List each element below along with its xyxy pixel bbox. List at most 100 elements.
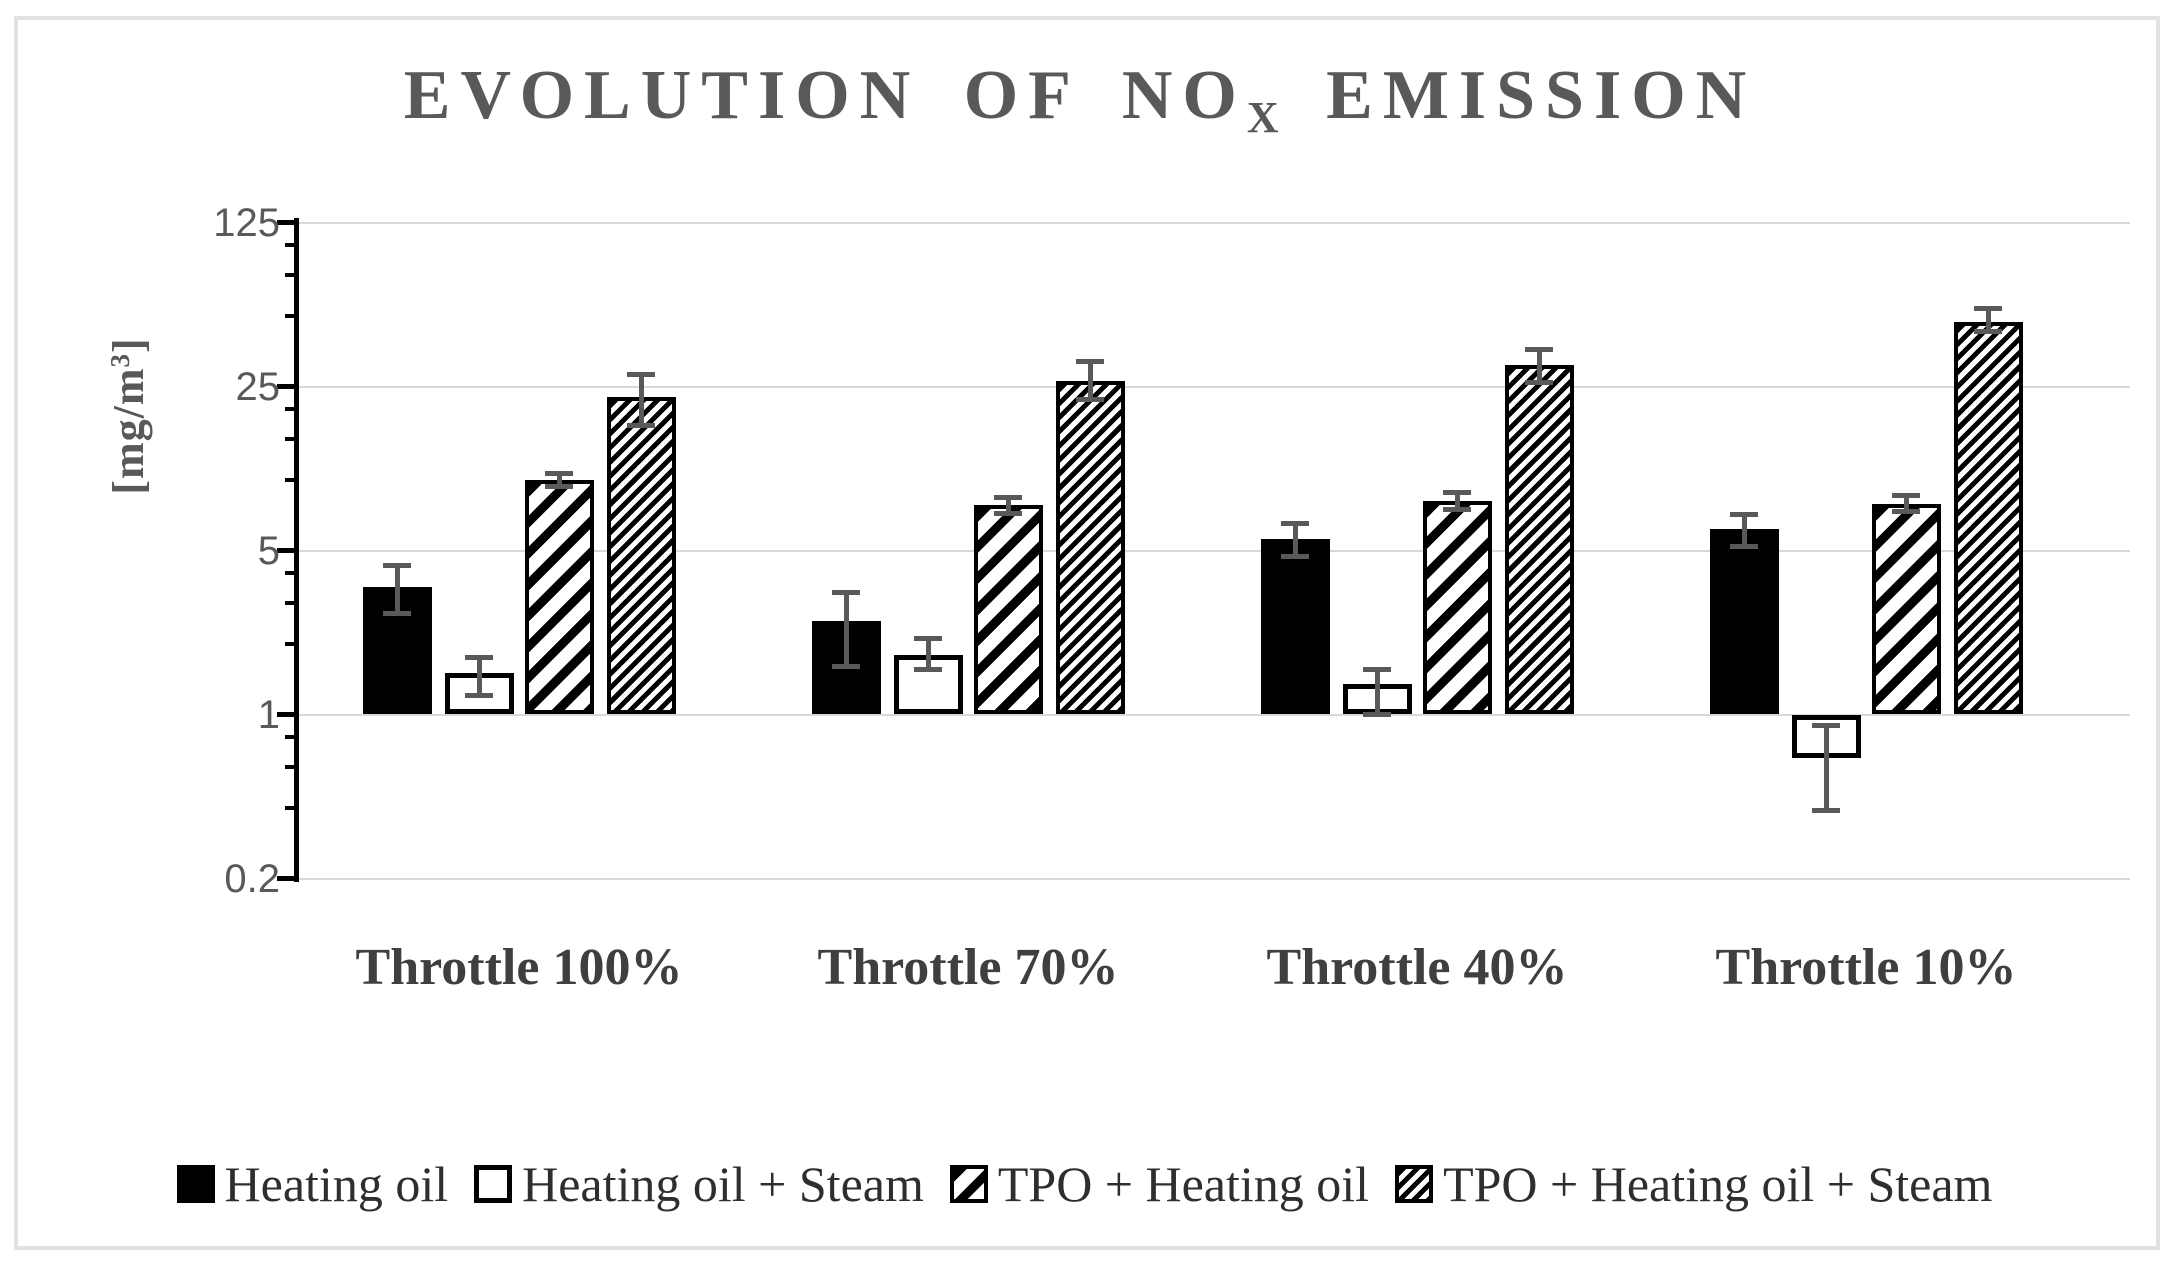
error-bar-cap-bottom — [1974, 328, 2002, 334]
bar-heating-oil-throttle-10 — [1709, 528, 1779, 715]
error-bar-cap-bottom — [914, 667, 942, 673]
error-bar-cap-top — [1525, 346, 1553, 352]
error-bar-tpo-heating-oil-steam-throttle-70 — [1087, 361, 1093, 400]
x-category-label-throttle-70: Throttle 70% — [817, 939, 1119, 996]
error-bar-cap-top — [914, 636, 942, 642]
error-bar-cap-bottom — [832, 664, 860, 670]
chart-title-subscript: X — [1246, 93, 1283, 142]
error-bar-cap-top — [627, 372, 655, 378]
error-bar-cap-bottom — [1892, 509, 1920, 515]
chart-title-main: EVOLUTION OF NO — [403, 57, 1247, 134]
bar-tpo-heating-oil-steam-throttle-100 — [606, 397, 676, 715]
bar-heating-oil-throttle-40 — [1260, 538, 1330, 715]
legend-label: TPO + Heating oil + Steam — [1443, 1156, 1993, 1212]
y-tick-label: 0.2 — [224, 856, 280, 901]
error-bar-cap-bottom — [1281, 554, 1309, 560]
bar-tpo-heating-oil-throttle-70 — [973, 505, 1043, 715]
y-minor-tick — [285, 436, 299, 441]
y-minor-tick — [285, 600, 299, 605]
error-bar-cap-top — [1892, 492, 1920, 498]
y-minor-tick — [285, 805, 299, 810]
legend-item-tpo-heating-oil: TPO + Heating oil — [949, 1155, 1370, 1213]
error-bar-heating-oil-throttle-100 — [394, 565, 400, 614]
bar-tpo-heating-oil-throttle-40 — [1422, 501, 1492, 715]
x-category-label-throttle-10: Throttle 10% — [1715, 939, 2017, 996]
error-bar-heating-oil-throttle-10 — [1741, 514, 1747, 547]
error-bar-cap-bottom — [545, 483, 573, 489]
error-bar-cap-bottom — [1076, 397, 1104, 403]
y-minor-tick — [285, 764, 299, 769]
error-bar-cap-top — [545, 471, 573, 477]
chart-title-tail: EMISSION — [1282, 57, 1757, 134]
error-bar-tpo-heating-oil-throttle-40 — [1454, 492, 1460, 510]
y-gridline — [297, 877, 2130, 880]
legend-item-heating-oil-steam: Heating oil + Steam — [474, 1155, 924, 1213]
bar-tpo-heating-oil-throttle-100 — [524, 479, 594, 715]
error-bar-cap-top — [1443, 490, 1471, 496]
error-bar-cap-bottom — [465, 693, 493, 699]
error-bar-cap-bottom — [627, 423, 655, 429]
error-bar-cap-top — [1281, 521, 1309, 527]
error-bar-cap-top — [1076, 358, 1104, 364]
y-gridline — [297, 221, 2130, 224]
error-bar-tpo-heating-oil-throttle-70 — [1005, 497, 1011, 514]
y-minor-tick — [285, 641, 299, 646]
x-category-label-throttle-40: Throttle 40% — [1266, 939, 1568, 996]
y-minor-tick — [285, 477, 299, 482]
y-major-tick — [277, 384, 299, 389]
error-bar-cap-top — [1363, 667, 1391, 673]
error-bar-heating-oil-steam-throttle-10 — [1823, 725, 1829, 811]
y-major-tick — [277, 712, 299, 717]
y-tick-label: 125 — [213, 200, 280, 245]
error-bar-heating-oil-steam-throttle-70 — [925, 638, 931, 670]
y-axis-line — [294, 218, 299, 882]
error-bar-tpo-heating-oil-steam-throttle-100 — [638, 374, 644, 426]
bar-tpo-heating-oil-steam-throttle-40 — [1504, 364, 1574, 715]
error-bar-cap-bottom — [1812, 807, 1840, 813]
chart-legend: Heating oil Heating oil + Steam TPO + Heat… — [20, 1148, 2149, 1220]
legend-label: Heating oil — [224, 1156, 449, 1212]
error-bar-cap-bottom — [1363, 712, 1391, 717]
error-bar-cap-bottom — [1730, 544, 1758, 549]
y-minor-tick — [285, 735, 299, 740]
error-bar-cap-top — [1730, 512, 1758, 518]
y-gridline — [297, 713, 2130, 716]
bar-tpo-heating-oil-throttle-10 — [1871, 503, 1941, 715]
error-bar-tpo-heating-oil-throttle-10 — [1903, 495, 1909, 512]
error-bar-cap-top — [465, 654, 493, 660]
bar-tpo-heating-oil-steam-throttle-10 — [1953, 322, 2023, 715]
bar-tpo-heating-oil-steam-throttle-70 — [1055, 380, 1125, 715]
x-category-label-throttle-100: Throttle 100% — [355, 939, 683, 996]
y-minor-tick — [285, 571, 299, 576]
error-bar-heating-oil-steam-throttle-40 — [1374, 669, 1380, 715]
y-major-tick — [277, 220, 299, 225]
legend-label: Heating oil + Steam — [522, 1156, 924, 1212]
error-bar-heating-oil-throttle-70 — [843, 592, 849, 667]
error-bar-heating-oil-steam-throttle-100 — [476, 657, 482, 696]
y-minor-tick — [285, 313, 299, 318]
error-bar-tpo-heating-oil-steam-throttle-10 — [1985, 308, 1991, 332]
legend-swatch-wide-upward-diagonal-hatch-icon — [949, 1165, 988, 1203]
y-tick-label: 25 — [235, 364, 281, 409]
error-bar-cap-top — [1812, 722, 1840, 728]
legend-swatch-dense-upward-diagonal-hatch-icon — [1395, 1165, 1434, 1203]
y-minor-tick — [285, 243, 299, 248]
y-minor-tick — [285, 272, 299, 277]
legend-label: TPO + Heating oil — [997, 1156, 1370, 1212]
y-tick-label: 1 — [257, 692, 280, 737]
legend-swatch-solid-black-icon — [176, 1165, 215, 1203]
y-major-tick — [277, 548, 299, 553]
error-bar-cap-bottom — [1443, 506, 1471, 512]
y-gridline — [297, 385, 2130, 388]
y-minor-tick — [285, 407, 299, 412]
error-bar-cap-bottom — [994, 510, 1022, 516]
y-tick-label: 5 — [257, 528, 280, 573]
y-gridline — [297, 549, 2130, 552]
error-bar-tpo-heating-oil-throttle-100 — [556, 473, 562, 487]
legend-item-heating-oil: Heating oil — [176, 1155, 449, 1213]
error-bar-cap-bottom — [1525, 380, 1553, 385]
error-bar-cap-top — [383, 563, 411, 569]
y-major-tick — [277, 876, 299, 881]
